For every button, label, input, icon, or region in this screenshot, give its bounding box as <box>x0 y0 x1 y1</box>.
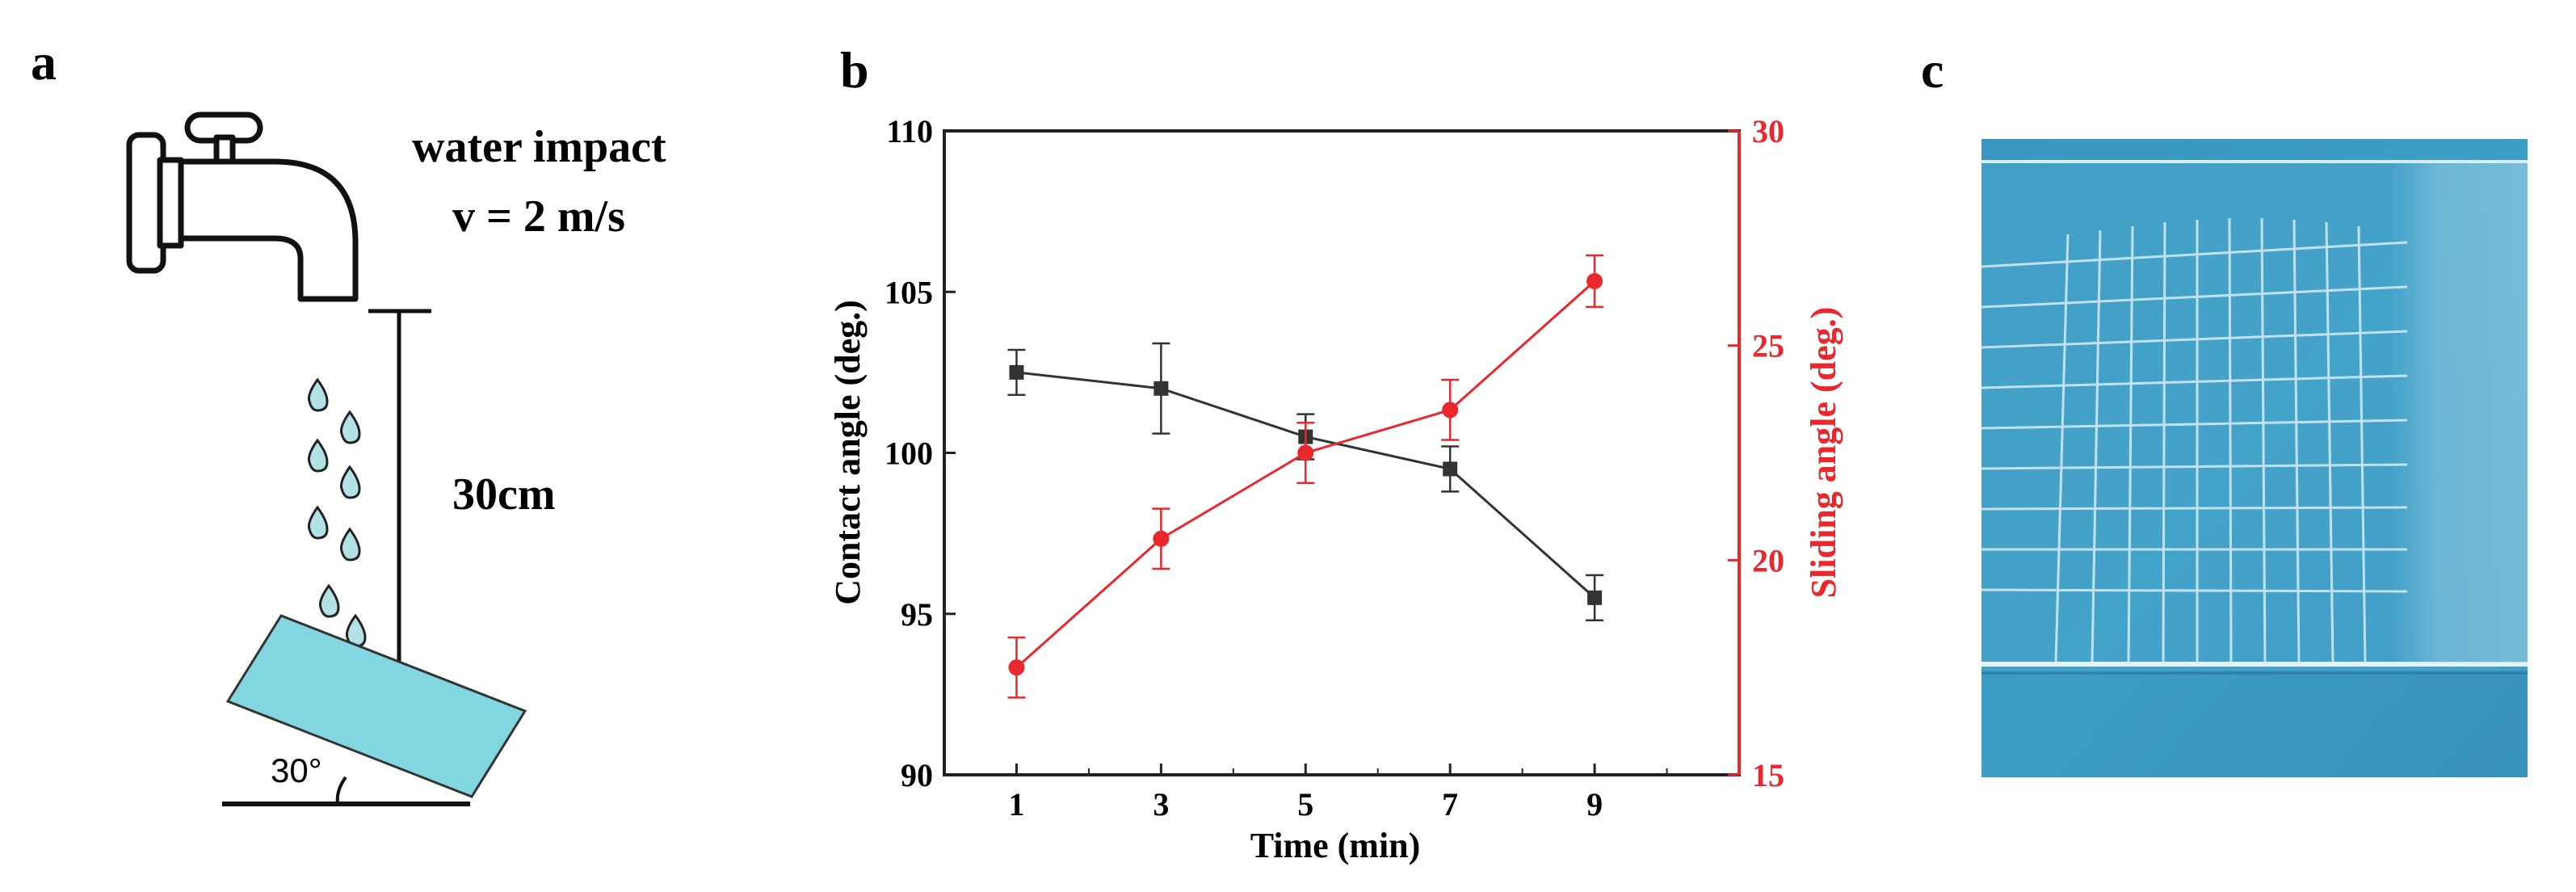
panel-b-label: b <box>840 41 869 99</box>
droplet <box>319 583 340 618</box>
panel-b: b 1 3 5 7 9 90 95 100 105 110 15 20 25 30 Time (min) … <box>828 41 1843 865</box>
right-y-tick-label: 30 <box>1752 113 1784 149</box>
right-axis-label: Sliding angle (deg.) <box>1804 307 1843 599</box>
x-axis-label: Time (min) <box>1250 826 1421 865</box>
water-droplets <box>308 377 367 648</box>
chart: 1 3 5 7 9 90 95 100 105 110 15 20 25 30 Time (min) Co… <box>828 113 1843 865</box>
data-point-circle <box>1153 530 1170 547</box>
left-y-tick-label: 100 <box>885 435 933 472</box>
right-y-tick-label: 20 <box>1752 542 1784 579</box>
left-y-tick-label: 90 <box>901 757 933 793</box>
angle-arc <box>335 776 347 805</box>
faucet-icon <box>126 112 359 302</box>
right-y-tick-label: 25 <box>1752 328 1784 364</box>
crosshatch-grid <box>1981 217 2408 663</box>
droplet <box>340 465 361 499</box>
droplet <box>308 438 329 473</box>
left-y-tick-label: 110 <box>886 113 933 149</box>
droplet <box>308 377 329 412</box>
droplet <box>308 505 329 540</box>
impact-title: water impact <box>412 122 666 172</box>
plot-area <box>943 129 1741 776</box>
data-point-square <box>1154 381 1169 396</box>
height-dimension <box>368 309 431 693</box>
droplet <box>340 527 361 562</box>
x-tick-label: 1 <box>1008 786 1024 823</box>
panel-c: c <box>1921 41 2528 777</box>
droplet <box>340 410 361 444</box>
height-label: 30cm <box>452 469 556 520</box>
panel-a: a water impact v = 2 m/s 30cm <box>31 33 666 806</box>
panel-a-label: a <box>31 33 57 90</box>
left-y-tick-label: 105 <box>885 274 933 310</box>
x-tick-label: 9 <box>1586 786 1603 823</box>
x-tick-label: 7 <box>1442 786 1458 823</box>
coating-photo <box>1981 139 2528 777</box>
panel-c-label: c <box>1921 41 1944 99</box>
tilted-plate <box>225 614 527 798</box>
data-point-square <box>1009 364 1024 380</box>
data-point-circle <box>1008 659 1025 676</box>
series-line-1 <box>1016 371 1596 599</box>
left-y-tick-label: 95 <box>901 596 933 633</box>
data-point-circle <box>1297 444 1314 461</box>
data-point-square <box>1443 461 1458 477</box>
left-axis-label: Contact angle (deg.) <box>828 300 868 605</box>
velocity-label: v = 2 m/s <box>452 191 625 242</box>
data-point-square <box>1587 590 1603 605</box>
right-y-tick-label: 15 <box>1752 757 1784 793</box>
x-tick-label: 3 <box>1153 786 1169 823</box>
tilt-angle-label: 30° <box>271 751 322 789</box>
x-tick-label: 5 <box>1297 786 1313 823</box>
data-point-circle <box>1586 272 1603 289</box>
data-point-circle <box>1442 402 1459 419</box>
